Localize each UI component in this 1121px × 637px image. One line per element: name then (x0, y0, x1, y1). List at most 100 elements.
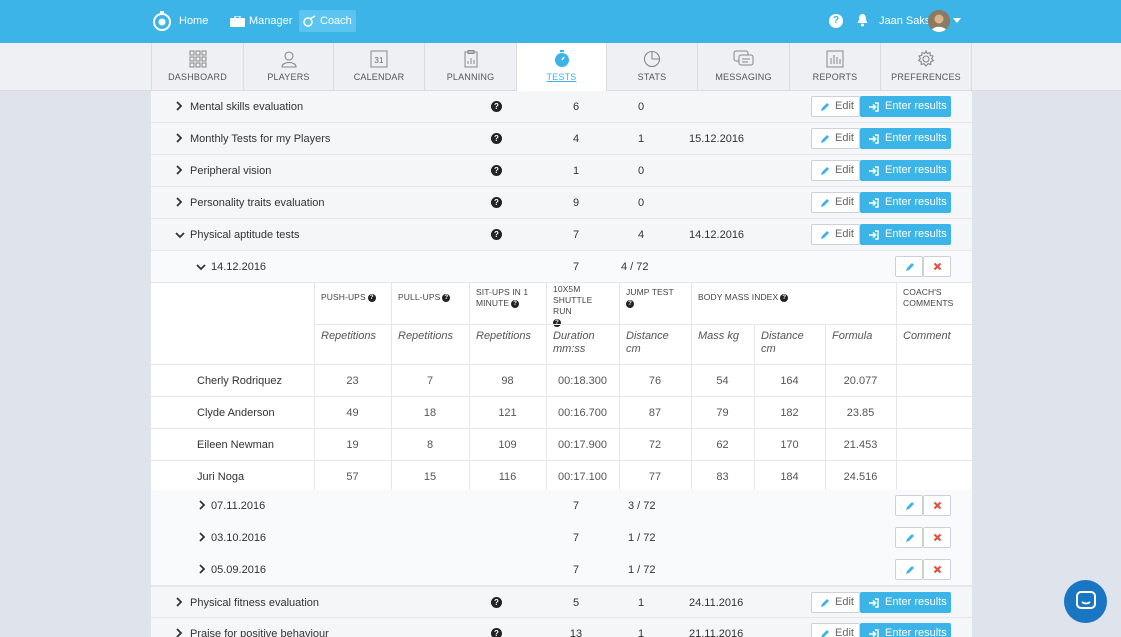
nav-coach[interactable]: Coach (299, 10, 356, 32)
help-question-icon[interactable]: ? (491, 597, 502, 608)
delete-session-button[interactable] (923, 495, 951, 516)
result-cell[interactable] (314, 396, 391, 428)
result-cell[interactable] (469, 396, 546, 428)
help-question-icon[interactable]: ? (511, 299, 520, 308)
chat-launcher-button[interactable] (1064, 580, 1107, 623)
tab-messaging[interactable]: MESSAGING (697, 43, 789, 91)
comment-cell[interactable] (896, 396, 972, 428)
help-question-icon[interactable]: ? (491, 197, 502, 208)
result-cell[interactable] (754, 460, 825, 492)
result-cell[interactable] (469, 460, 546, 492)
enter-results-button[interactable]: Enter results (860, 623, 951, 637)
edit-session-button[interactable] (895, 527, 923, 548)
help-question-icon[interactable]: ? (442, 293, 451, 302)
nav-home[interactable]: Home (175, 10, 212, 32)
edit-button[interactable]: Edit (811, 623, 860, 637)
chevron-right-icon[interactable] (175, 597, 183, 607)
tab-stats[interactable]: STATS (606, 43, 697, 91)
tab-planning[interactable]: PLANNING (424, 43, 516, 91)
enter-results-button[interactable]: Enter results (860, 96, 951, 117)
result-cell[interactable] (391, 396, 469, 428)
edit-button[interactable]: Edit (811, 224, 860, 245)
test-row[interactable]: Praise for positive behaviour ? 13 1 21.… (151, 618, 972, 637)
session-row[interactable]: 07.11.2016 7 3 / 72 (151, 490, 972, 522)
delete-session-button[interactable] (923, 559, 951, 580)
result-cell[interactable] (825, 364, 896, 396)
chevron-right-icon[interactable] (175, 165, 183, 175)
help-question-icon[interactable]: ? (491, 229, 502, 240)
tab-preferences[interactable]: PREFERENCES (880, 43, 972, 91)
result-cell[interactable] (546, 460, 619, 492)
chevron-right-icon[interactable] (175, 197, 183, 207)
help-question-icon[interactable]: ? (553, 318, 561, 327)
help-question-icon[interactable]: ? (491, 133, 502, 144)
result-cell[interactable] (391, 460, 469, 492)
edit-button[interactable]: Edit (811, 192, 860, 213)
chevron-down-icon[interactable] (196, 263, 206, 271)
result-cell[interactable] (691, 460, 754, 492)
result-cell[interactable] (314, 460, 391, 492)
help-question-icon[interactable]: ? (780, 293, 789, 302)
result-cell[interactable] (825, 428, 896, 460)
help-question-icon[interactable]: ? (491, 628, 502, 637)
result-cell[interactable] (391, 364, 469, 396)
chevron-right-icon[interactable] (175, 628, 183, 637)
edit-session-button[interactable] (895, 495, 923, 516)
enter-results-button[interactable]: Enter results (860, 128, 951, 149)
result-cell[interactable] (825, 396, 896, 428)
help-question-icon[interactable]: ? (491, 101, 502, 112)
bell-icon[interactable] (856, 13, 869, 27)
result-cell[interactable] (546, 428, 619, 460)
delete-session-button[interactable] (923, 527, 951, 548)
edit-session-button[interactable] (895, 256, 923, 277)
player-name[interactable]: Cherly Rodriquez (197, 375, 282, 387)
edit-button[interactable]: Edit (811, 592, 860, 613)
result-cell[interactable] (619, 428, 691, 460)
result-cell[interactable] (469, 428, 546, 460)
tab-tests[interactable]: TESTS (516, 43, 606, 91)
enter-results-button[interactable]: Enter results (860, 224, 951, 245)
nav-manager[interactable]: Manager (226, 10, 296, 32)
help-question-icon[interactable]: ? (491, 165, 502, 176)
delete-session-button[interactable] (923, 256, 951, 277)
result-cell[interactable] (619, 396, 691, 428)
tab-players[interactable]: PLAYERS (243, 43, 333, 91)
enter-results-button[interactable]: Enter results (860, 192, 951, 213)
result-cell[interactable] (691, 364, 754, 396)
comment-cell[interactable] (896, 460, 972, 492)
result-cell[interactable] (754, 364, 825, 396)
result-cell[interactable] (825, 460, 896, 492)
result-cell[interactable] (619, 364, 691, 396)
chevron-right-icon[interactable] (198, 564, 206, 574)
help-question-icon[interactable]: ? (367, 293, 376, 302)
chevron-down-icon[interactable] (175, 231, 185, 239)
test-row[interactable]: Personality traits evaluation ? 9 0 Edit… (151, 187, 972, 219)
result-cell[interactable] (691, 396, 754, 428)
tab-dashboard[interactable]: DASHBOARD (151, 43, 243, 91)
help-question-icon[interactable]: ? (626, 299, 634, 308)
edit-button[interactable]: Edit (811, 96, 860, 117)
result-cell[interactable] (469, 364, 546, 396)
result-cell[interactable] (754, 428, 825, 460)
test-row[interactable]: Mental skills evaluation ? 6 0 Edit Ente… (151, 91, 972, 123)
comment-cell[interactable] (896, 364, 972, 396)
session-row-expanded[interactable]: 14.12.2016 7 4 / 72 (151, 251, 972, 283)
test-row[interactable]: Physical fitness evaluation ? 5 1 24.11.… (151, 586, 972, 618)
user-menu-caret-icon[interactable] (953, 18, 961, 23)
user-avatar[interactable] (928, 10, 950, 32)
enter-results-button[interactable]: Enter results (860, 592, 951, 613)
result-cell[interactable] (391, 428, 469, 460)
chevron-right-icon[interactable] (175, 101, 183, 111)
edit-button[interactable]: Edit (811, 160, 860, 181)
tab-calendar[interactable]: 31 CALENDAR (333, 43, 424, 91)
player-name[interactable]: Juri Noga (197, 471, 245, 483)
tab-reports[interactable]: REPORTS (789, 43, 880, 91)
chevron-right-icon[interactable] (198, 532, 206, 542)
edit-session-button[interactable] (895, 559, 923, 580)
user-name[interactable]: Jaan Saks (879, 15, 931, 27)
edit-button[interactable]: Edit (811, 128, 860, 149)
session-row[interactable]: 03.10.2016 7 1 / 72 (151, 522, 972, 554)
player-name[interactable]: Clyde Anderson (197, 407, 275, 419)
result-cell[interactable] (314, 364, 391, 396)
help-icon[interactable]: ? (829, 14, 843, 28)
